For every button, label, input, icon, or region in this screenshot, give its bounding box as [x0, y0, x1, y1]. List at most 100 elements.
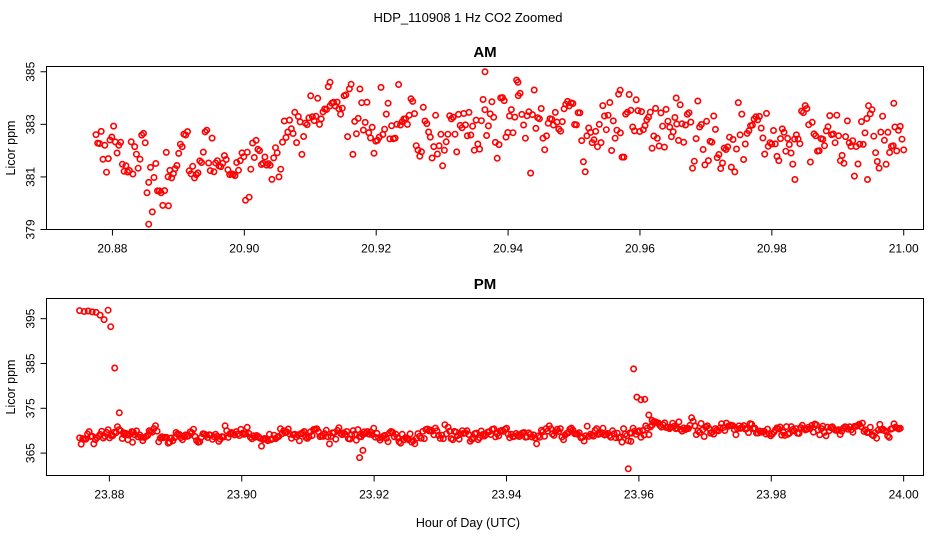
pm-data-point [645, 431, 653, 439]
pm-x-tick-label: 24.00 [889, 488, 919, 502]
am-data-point [898, 135, 906, 143]
am-data-point [606, 99, 614, 107]
am-data-point [231, 172, 239, 180]
am-data-point [831, 139, 839, 147]
pm-data-point [599, 424, 607, 432]
am-data-point [354, 114, 362, 122]
pm-data-point [254, 433, 262, 441]
pm-data-point [295, 437, 303, 445]
am-data-point [278, 138, 286, 146]
am-x-tick-label: 20.94 [493, 242, 523, 256]
am-data-point [864, 102, 872, 110]
am-data-point [382, 110, 390, 118]
am-data-point [849, 137, 857, 145]
pm-data-point [550, 431, 558, 439]
am-data-point [261, 153, 269, 161]
am-data-point [266, 161, 274, 169]
am-y-tick-label: 385 [24, 61, 38, 81]
am-data-point [893, 147, 901, 155]
am-data-point [108, 133, 116, 141]
am-data-point [861, 129, 869, 137]
am-data-point [599, 102, 607, 110]
am-data-point [711, 125, 719, 133]
pm-data-point [439, 435, 447, 443]
pm-data-point [120, 429, 128, 437]
am-data-point [493, 154, 501, 162]
am-data-point [530, 86, 538, 94]
am-data-point [165, 202, 173, 210]
am-data-point [206, 167, 214, 175]
am-data-point [393, 120, 401, 128]
pm-data-point [237, 425, 245, 433]
am-data-point [140, 129, 148, 137]
pm-data-point [463, 427, 471, 435]
am-data-point [729, 136, 737, 144]
pm-y-tick-label: 385 [24, 353, 38, 373]
am-data-point [754, 116, 762, 124]
am-data-point [511, 113, 519, 121]
am-data-point [857, 118, 865, 126]
am-data-point [333, 98, 341, 106]
pm-data-point [635, 427, 643, 435]
am-data-point [535, 115, 543, 123]
am-data-point [708, 138, 716, 146]
pm-data-point [104, 306, 112, 314]
am-data-point [791, 176, 799, 184]
pm-x-tick-label: 23.98 [756, 488, 786, 502]
am-data-point [877, 128, 885, 136]
am-data-point [762, 109, 770, 117]
am-data-point [697, 121, 705, 129]
am-data-point [581, 168, 589, 176]
am-data-point [440, 146, 448, 154]
am-data-point [236, 157, 244, 165]
am-data-point [611, 134, 619, 142]
am-data-point [162, 148, 170, 156]
pm-data-point [873, 434, 881, 442]
am-data-point [277, 165, 285, 173]
am-data-point [205, 159, 213, 167]
am-data-point [208, 134, 216, 142]
am-y-tick-label: 379 [24, 219, 38, 239]
am-data-point [590, 136, 598, 144]
pm-data-point [80, 307, 88, 315]
am-data-point [850, 172, 858, 180]
am-data-point [685, 109, 693, 117]
pm-data-point [444, 423, 452, 431]
am-data-point [761, 150, 769, 158]
am-plot-frame [46, 66, 924, 230]
am-data-point [396, 121, 404, 129]
pm-data-point [257, 442, 265, 450]
am-data-point [889, 142, 897, 150]
am-data-point [465, 108, 473, 116]
pm-data-point [420, 435, 428, 443]
pm-data-point [153, 427, 161, 435]
am-data-point [681, 121, 689, 129]
am-data-point [495, 141, 503, 149]
am-data-point [569, 100, 577, 108]
am-data-point [184, 128, 192, 136]
pm-data-point [798, 421, 806, 429]
am-data-point [326, 78, 334, 86]
am-data-point [784, 134, 792, 142]
am-data-point [291, 108, 299, 116]
pm-data-point [630, 365, 638, 373]
pm-data-point [637, 396, 645, 404]
am-data-point [305, 114, 313, 122]
pm-data-point [392, 430, 400, 438]
pm-plot-frame [46, 298, 924, 476]
am-data-point [417, 148, 425, 156]
am-data-point [808, 118, 816, 126]
am-y-tick-label: 381 [24, 167, 38, 187]
am-data-point [370, 149, 378, 157]
am-data-point [426, 133, 434, 141]
am-data-point [477, 117, 485, 125]
pm-data-point [700, 432, 708, 440]
am-data-point [741, 140, 749, 148]
am-data-point [338, 104, 346, 112]
am-data-point [627, 106, 635, 114]
pm-data-point [417, 434, 425, 442]
am-data-point [600, 112, 608, 120]
am-data-point [727, 163, 735, 171]
am-data-point [342, 91, 350, 99]
am-data-point [664, 117, 672, 125]
